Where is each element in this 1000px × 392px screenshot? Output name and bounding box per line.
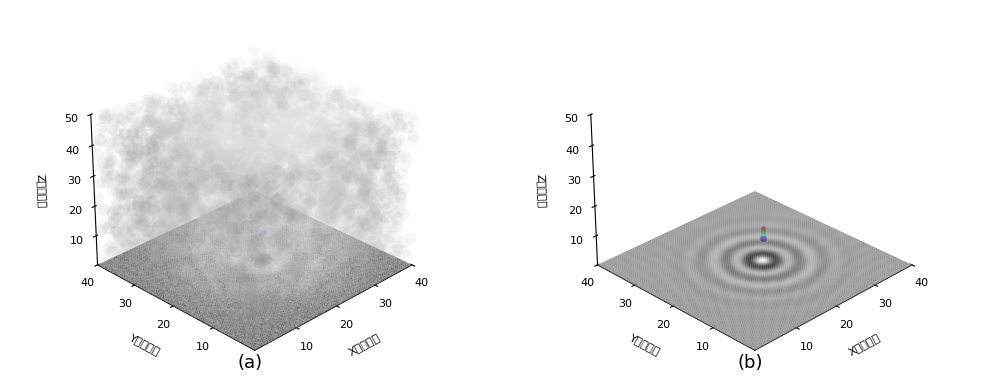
Text: (a): (a)	[237, 354, 263, 372]
Y-axis label: Y（微米）: Y（微米）	[628, 332, 662, 357]
Text: (b): (b)	[737, 354, 763, 372]
X-axis label: X（微米）: X（微米）	[347, 332, 381, 358]
X-axis label: X（微米）: X（微米）	[847, 332, 881, 358]
Y-axis label: Y（微米）: Y（微米）	[128, 332, 162, 357]
